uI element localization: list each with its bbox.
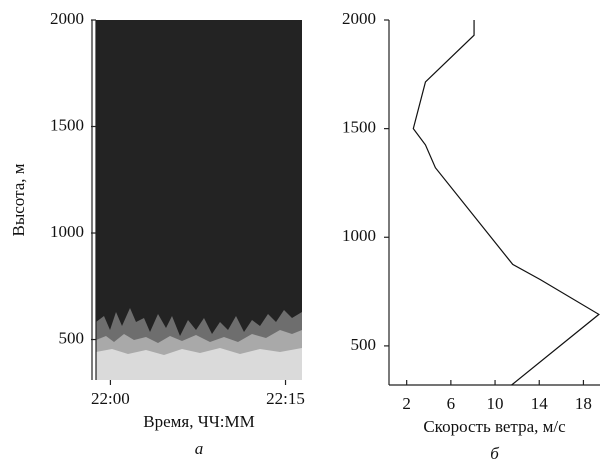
- x-tick-label: 22:00: [91, 389, 130, 408]
- y-tick-label: 1000: [342, 226, 376, 245]
- x-tick-label: 6: [447, 394, 456, 413]
- y-tick-label: 1500: [50, 115, 84, 134]
- x-tick-label: 18: [575, 394, 592, 413]
- x-axis-label: Скорость ветра, м/с: [423, 417, 566, 436]
- x-tick-label: 10: [487, 394, 504, 413]
- panel-label: б: [490, 444, 499, 463]
- y-tick-label: 2000: [50, 9, 84, 28]
- lidar-image: [96, 20, 302, 380]
- y-tick-label: 500: [59, 328, 85, 347]
- panel-label: а: [195, 439, 204, 458]
- y-tick-label: 1000: [50, 222, 84, 241]
- x-tick-label: 14: [531, 394, 549, 413]
- y-tick-label: 1500: [342, 118, 376, 137]
- y-tick-label: 2000: [342, 9, 376, 28]
- y-axis-label: Высота, м: [9, 163, 28, 236]
- y-tick-label: 500: [351, 335, 377, 354]
- x-tick-label: 2: [402, 394, 411, 413]
- x-axis-label: Время, ЧЧ:ММ: [143, 412, 255, 431]
- x-tick-label: 22:15: [266, 389, 305, 408]
- image-ground: [96, 348, 302, 380]
- profile-line: [412, 20, 600, 386]
